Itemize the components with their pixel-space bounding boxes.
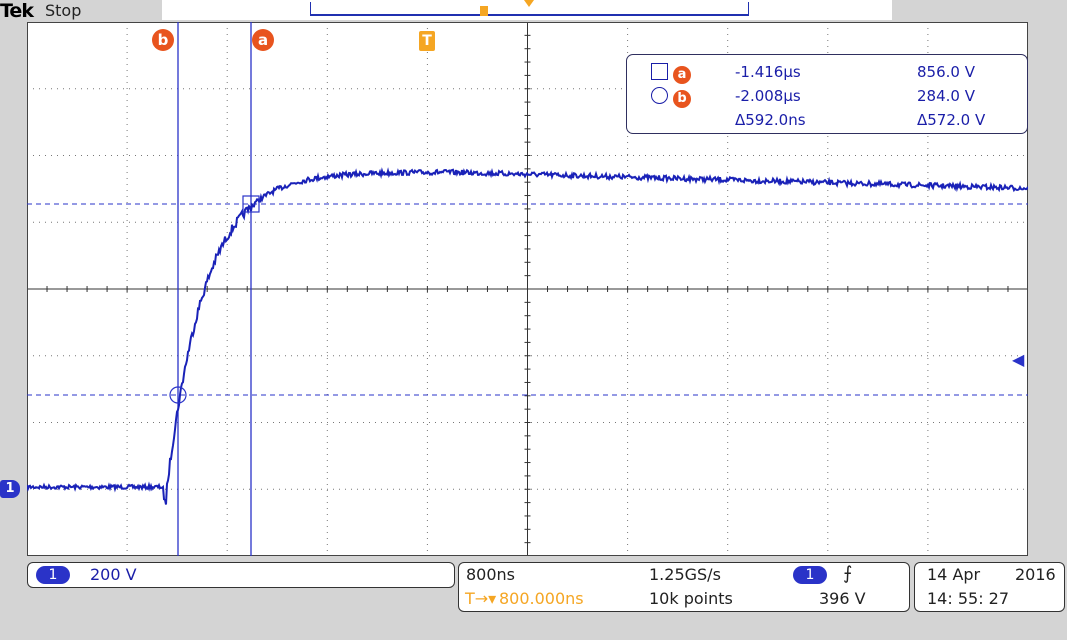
delta-volts: Δ572.0 V bbox=[917, 111, 986, 129]
cursor-readout: a -1.416μs 856.0 V b -2.008μs 284.0 V Δ5… bbox=[626, 54, 1028, 134]
horizontal-position: 800.000ns bbox=[499, 589, 584, 608]
trigger-point-icon bbox=[524, 0, 534, 7]
channel-1-scale: 200 V bbox=[90, 565, 137, 584]
delta-time: Δ592.0ns bbox=[735, 111, 806, 129]
channel-1-chip: 1 bbox=[36, 566, 70, 584]
clock-time: 14: 55: 27 bbox=[927, 589, 1010, 608]
year: 2016 bbox=[1015, 565, 1056, 584]
channel-1-ground-marker[interactable]: 1 bbox=[0, 480, 20, 498]
rising-edge-icon: ⨍ bbox=[843, 563, 853, 584]
record-view-bar bbox=[162, 0, 892, 20]
horizontal-position-prefix: T→▾ bbox=[465, 589, 497, 608]
cursor-b-volts: 284.0 V bbox=[917, 87, 975, 105]
brand-logo: Tek bbox=[0, 0, 34, 22]
record-length: 10k points bbox=[649, 589, 733, 608]
cursor-b-time: -2.008μs bbox=[735, 87, 801, 105]
trigger-level-arrow-icon[interactable]: ◀ bbox=[1012, 350, 1025, 369]
cursor-a-badge: a bbox=[673, 66, 691, 84]
cursor-a-square-marker bbox=[242, 195, 260, 213]
date: 14 Apr bbox=[927, 565, 981, 584]
circle-cursor-icon bbox=[651, 87, 668, 104]
cursor-a-label[interactable]: a bbox=[252, 29, 274, 51]
cursor-b-label[interactable]: b bbox=[152, 29, 174, 51]
readout-row-delta: Δ592.0ns Δ572.0 V bbox=[627, 107, 1027, 131]
cursor-b-circle-marker bbox=[169, 386, 187, 404]
readout-row-b: b -2.008μs 284.0 V bbox=[627, 83, 1027, 108]
square-cursor-icon bbox=[651, 63, 668, 80]
cursor-a-time: -1.416μs bbox=[735, 63, 801, 81]
graticule-border bbox=[27, 22, 1028, 556]
waveform-trace bbox=[27, 167, 1028, 505]
sample-rate: 1.25GS/s bbox=[649, 565, 721, 584]
cursor-b-badge: b bbox=[673, 90, 691, 108]
trigger-channel-chip: 1 bbox=[793, 566, 827, 584]
trigger-level: 396 V bbox=[819, 589, 866, 608]
time-per-div: 800ns bbox=[466, 565, 516, 584]
channel-scale-panel[interactable]: 1 200 V bbox=[27, 562, 455, 588]
trigger-position-marker-icon bbox=[480, 6, 488, 16]
cursor-a-volts: 856.0 V bbox=[917, 63, 975, 81]
trigger-position-label[interactable]: T bbox=[419, 31, 435, 51]
acquisition-state: Stop bbox=[45, 1, 82, 20]
record-window-bracket bbox=[310, 2, 749, 16]
datetime-panel: 14 Apr 2016 14: 55: 27 bbox=[914, 562, 1065, 612]
timebase-trigger-panel[interactable]: 800ns 1.25GS/s 1 ⨍ T→▾ 800.000ns 10k poi… bbox=[458, 562, 910, 612]
readout-row-a: a -1.416μs 856.0 V bbox=[627, 59, 1027, 84]
